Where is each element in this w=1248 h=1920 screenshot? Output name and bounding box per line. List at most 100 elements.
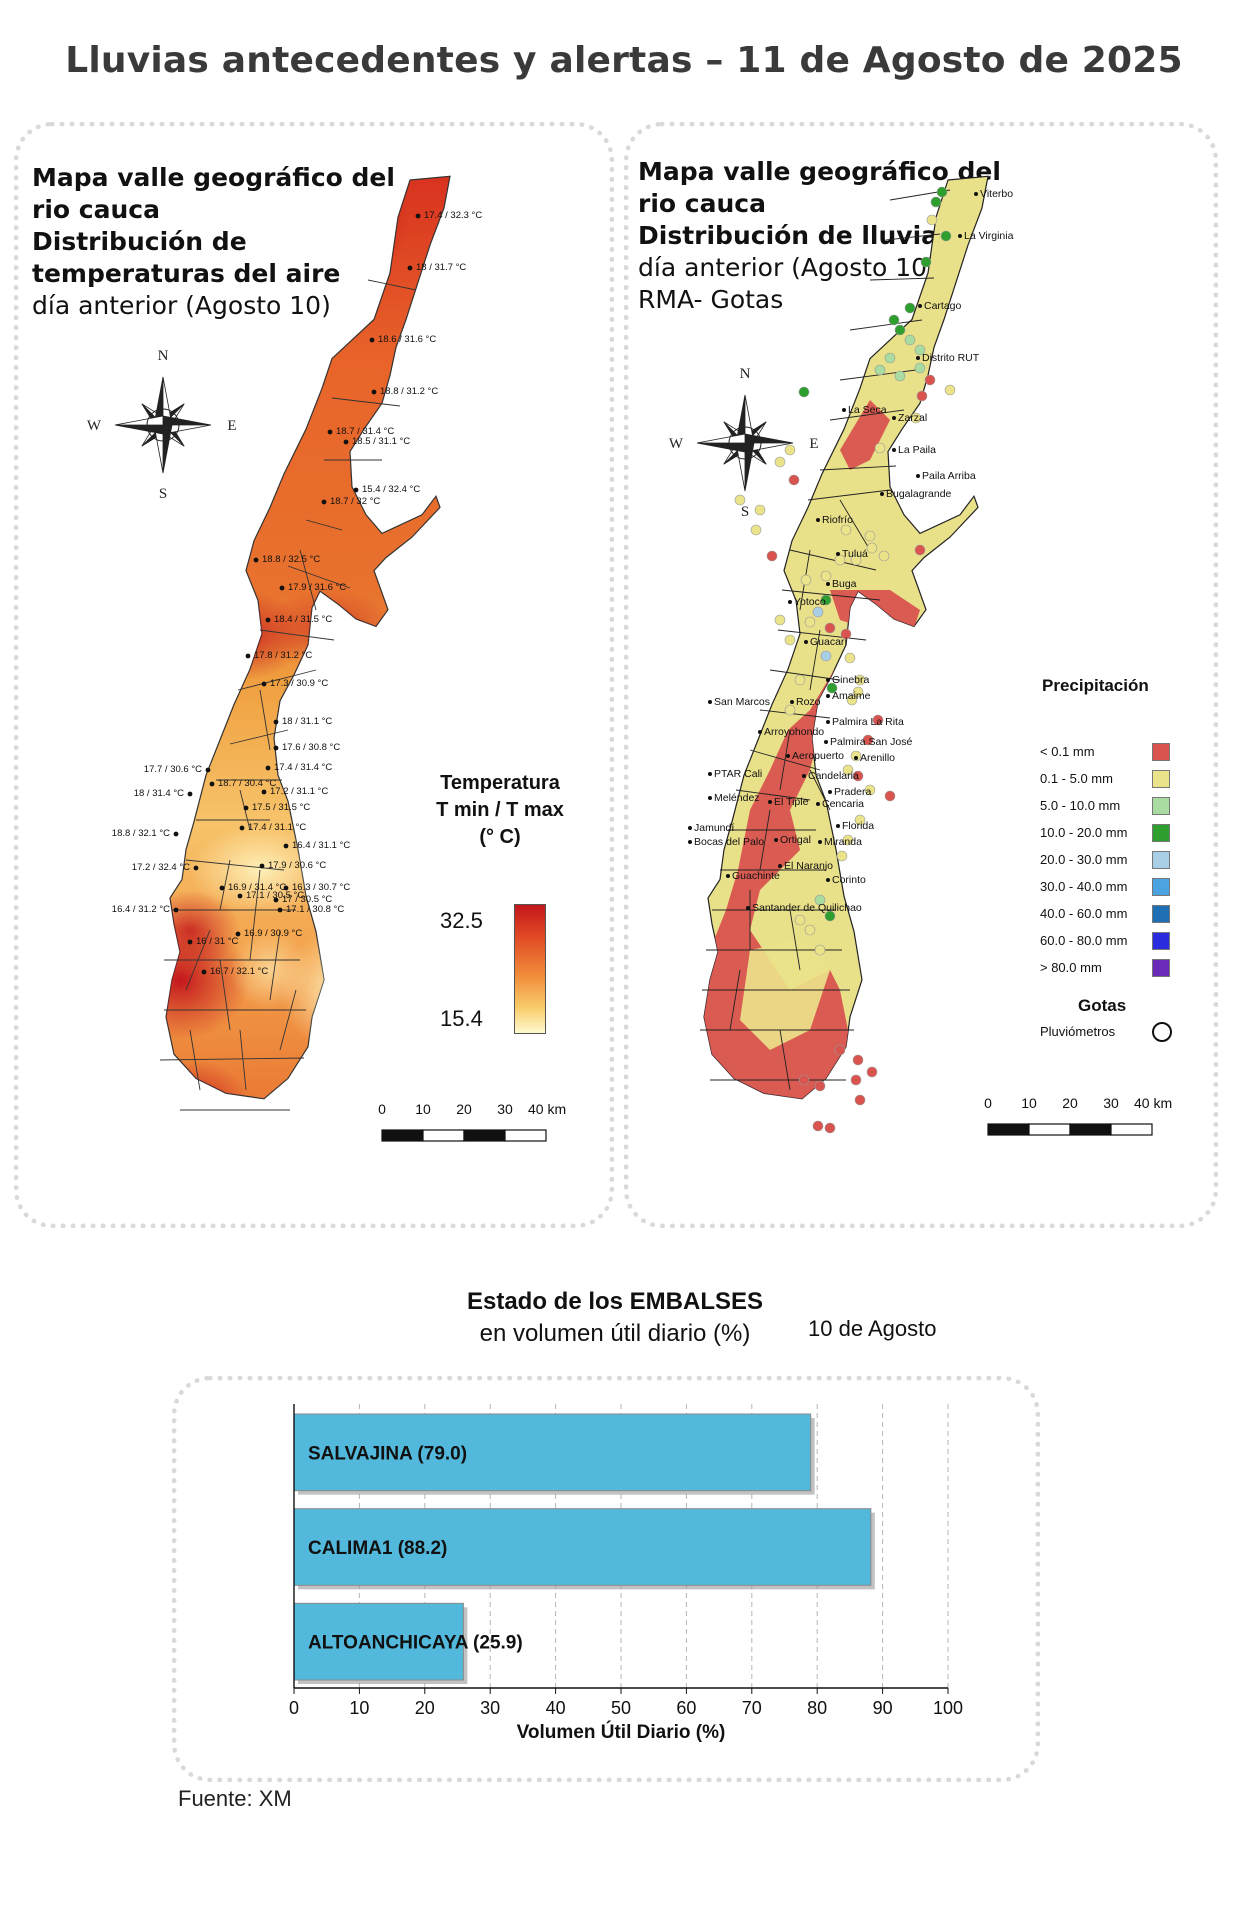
station-temperature-label: 16.4 / 31.2 °C xyxy=(112,904,170,915)
temperature-cell-border xyxy=(279,989,297,1051)
rainfall-map-panel xyxy=(624,122,1218,1228)
weather-station-marker xyxy=(237,893,243,899)
town-marker xyxy=(708,772,712,776)
weather-station-marker xyxy=(371,389,377,395)
rain-gauge-marker xyxy=(846,694,858,706)
temperature-cell-border xyxy=(237,669,317,691)
weather-station-marker xyxy=(265,617,271,623)
town-marker xyxy=(746,906,750,910)
rain-gauge-marker xyxy=(820,594,832,606)
x-tick-label: 20 xyxy=(415,1698,435,1718)
town-marker xyxy=(826,582,830,586)
rain-gauge-marker xyxy=(852,770,864,782)
town-label: Palmira San José xyxy=(830,736,912,748)
rainfall-cell-border xyxy=(839,369,917,381)
station-temperature-label: 18.7 / 30.4 °C xyxy=(218,778,276,789)
weather-station-marker xyxy=(173,831,179,837)
station-temperature-label: 16.9 / 31.4 °C xyxy=(228,882,286,893)
weather-station-marker xyxy=(327,429,333,435)
town-label: Corinto xyxy=(832,874,866,886)
temperature-cell-border xyxy=(219,859,231,911)
town-marker xyxy=(804,640,808,644)
weather-station-marker xyxy=(261,681,267,687)
compass-rose-icon: N S E W xyxy=(87,348,237,502)
temperature-cell-border xyxy=(305,519,343,531)
rainfall-cell-border xyxy=(779,729,791,791)
scale-bar-label: 0 xyxy=(378,1101,386,1117)
rainfall-map-title-line: Mapa valle geográfico del xyxy=(638,157,1001,186)
compass-letter: S xyxy=(159,486,167,502)
temperature-cell-border xyxy=(219,959,231,1031)
station-temperature-label: 18 / 31.1 °C xyxy=(282,716,332,727)
weather-station-marker xyxy=(369,337,375,343)
rain-gauge-marker xyxy=(940,230,952,242)
bar-category-label: SALVAJINA (79.0) xyxy=(308,1443,467,1464)
station-temperature-label: 18 / 31.7 °C xyxy=(416,262,466,273)
temperature-cell-border xyxy=(259,629,335,641)
rain-gauge-marker xyxy=(910,412,922,424)
town-marker xyxy=(974,192,978,196)
station-temperature-label: 17.9 / 30.6 °C xyxy=(268,860,326,871)
rainfall-cell-border xyxy=(869,277,935,281)
compass-letter: E xyxy=(809,436,818,452)
town-label: Buga xyxy=(832,578,857,590)
town-marker xyxy=(688,840,692,844)
station-temperature-label: 17.8 / 31.2 °C xyxy=(254,650,312,661)
rain-gauge-marker xyxy=(834,554,846,566)
station-temperature-label: 18.7 / 32 °C xyxy=(330,496,380,507)
rain-gauge-marker xyxy=(878,550,890,562)
station-temperature-label: 17.9 / 31.6 °C xyxy=(288,582,346,593)
scale-bar-label: 0 xyxy=(984,1095,992,1111)
station-temperature-label: 17.2 / 32.4 °C xyxy=(132,862,190,873)
station-temperature-label: 16.7 / 32.1 °C xyxy=(210,966,268,977)
town-marker xyxy=(824,740,828,744)
temperature-cell-border xyxy=(185,929,211,991)
rain-gauge-marker xyxy=(924,374,936,386)
rainfall-scale-bar: 0 10 20 30 40 km xyxy=(984,1095,1172,1136)
town-label: La Virginia xyxy=(964,230,1014,242)
rain-gauge-marker xyxy=(734,494,746,506)
x-tick-label: 100 xyxy=(933,1698,963,1718)
compass-letter: N xyxy=(740,366,751,382)
weather-station-marker xyxy=(259,863,265,869)
town-marker xyxy=(768,800,772,804)
town-marker xyxy=(826,878,830,882)
precipitation-legend-label: 20.0 - 30.0 mm xyxy=(1040,852,1128,867)
rain-gauge-marker xyxy=(864,784,876,796)
town-marker xyxy=(778,864,782,868)
precipitation-legend-swatch xyxy=(1152,959,1170,977)
no-rain-area xyxy=(840,400,890,470)
rain-gauge-marker xyxy=(804,616,816,628)
precipitation-legend-swatch xyxy=(1152,851,1170,869)
chart-subtitle: en volumen útil diario (%) xyxy=(479,1320,751,1347)
town-marker xyxy=(836,552,840,556)
weather-station-marker xyxy=(219,885,225,891)
town-label: Florida xyxy=(842,820,874,832)
precipitation-legend-swatch xyxy=(1152,797,1170,815)
rainfall-cell-border xyxy=(777,629,867,641)
rain-gauge-marker xyxy=(888,314,900,326)
station-temperature-label: 17.4 / 31.4 °C xyxy=(274,762,332,773)
temperature-cell-border xyxy=(299,549,317,611)
station-temperature-label: 18.4 / 31.5 °C xyxy=(274,614,332,625)
town-label: Pradera xyxy=(834,786,872,798)
weather-station-marker xyxy=(277,907,283,913)
rain-gauge-marker xyxy=(798,386,810,398)
x-tick-label: 70 xyxy=(742,1698,762,1718)
rainfall-cell-border xyxy=(759,709,831,719)
x-tick-label: 10 xyxy=(349,1698,369,1718)
rainfall-cell-border xyxy=(781,589,881,601)
station-temperature-label: 17.5 / 31.5 °C xyxy=(252,802,310,813)
rainfall-map: Viterbo La Virginia Cartago Distrito RUT La … xyxy=(688,175,1014,1134)
town-label: San Marcos xyxy=(714,696,770,708)
no-rain-area xyxy=(704,660,850,1099)
weather-station-marker xyxy=(273,745,279,751)
rainfall-cell-border xyxy=(807,489,891,501)
town-label: Ortigal xyxy=(780,834,811,846)
precipitation-legend-label: < 0.1 mm xyxy=(1040,744,1095,759)
town-marker xyxy=(826,694,830,698)
town-marker xyxy=(788,600,792,604)
chart-date: 10 de Agosto xyxy=(808,1316,937,1341)
rain-gauge-marker xyxy=(800,574,812,586)
rain-gauge-marker xyxy=(894,370,906,382)
